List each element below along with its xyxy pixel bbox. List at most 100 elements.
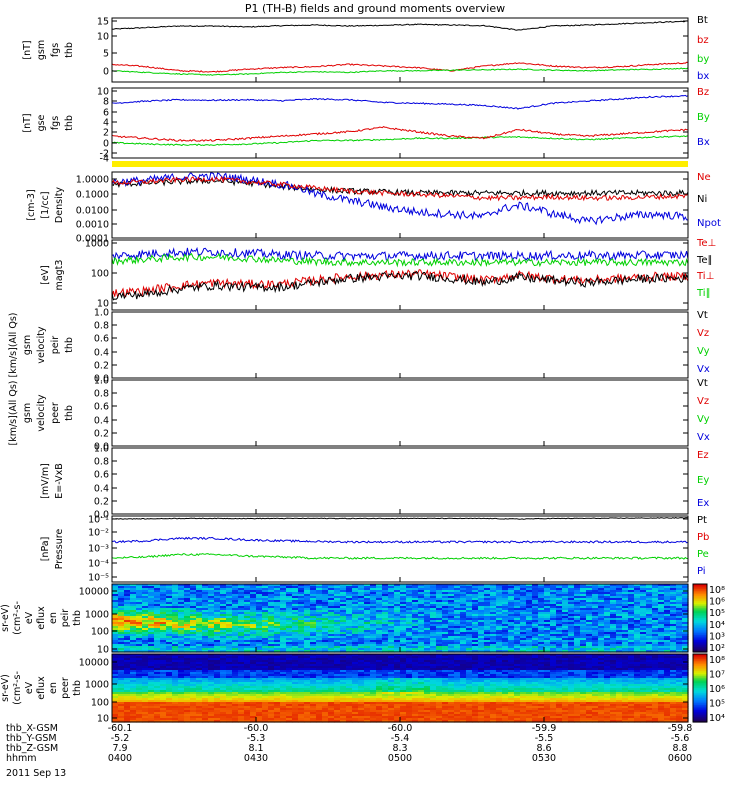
heatmap-cell: [190, 642, 197, 645]
heatmap-cell: [508, 670, 515, 673]
heatmap-cell: [256, 660, 263, 663]
heatmap-cell: [256, 624, 263, 627]
heatmap-cell: [424, 674, 431, 677]
heatmap-cell: [322, 628, 329, 631]
heatmap-cell: [298, 598, 305, 601]
heatmap-cell: [316, 642, 323, 645]
heatmap-cell: [634, 620, 641, 623]
heatmap-cell: [184, 666, 191, 669]
heatmap-cell: [322, 604, 329, 607]
heatmap-cell: [520, 672, 527, 675]
heatmap-cell: [166, 676, 173, 679]
heatmap-cell: [682, 616, 689, 619]
heatmap-cell: [676, 610, 683, 613]
heatmap-cell: [196, 618, 203, 621]
heatmap-cell: [550, 670, 557, 673]
heatmap-cell: [286, 680, 293, 683]
heatmap-cell: [118, 590, 125, 593]
colorbar-segment: [693, 641, 707, 645]
heatmap-cell: [226, 680, 233, 683]
heatmap-cell: [472, 592, 479, 595]
heatmap-cell: [436, 618, 443, 621]
heatmap-cell: [172, 592, 179, 595]
series-pt: [111, 517, 689, 520]
heatmap-cell: [622, 624, 629, 627]
heatmap-cell: [502, 678, 509, 681]
heatmap-cell: [298, 618, 305, 621]
series-pe: [111, 553, 689, 560]
heatmap-cell: [322, 630, 329, 633]
heatmap-cell: [364, 592, 371, 595]
heatmap-cell: [340, 654, 347, 657]
heatmap-cell: [616, 662, 623, 665]
heatmap-cell: [196, 592, 203, 595]
heatmap-cell: [646, 680, 653, 683]
heatmap-cell: [208, 648, 215, 651]
heatmap-cell: [118, 622, 125, 625]
heatmap-cell: [466, 666, 473, 669]
heatmap-cell: [628, 662, 635, 665]
heatmap-cell: [328, 614, 335, 617]
heatmap-cell: [268, 636, 275, 639]
heatmap-cell: [394, 628, 401, 631]
heatmap-cell: [316, 664, 323, 667]
heatmap-cell: [154, 636, 161, 639]
heatmap-cell: [388, 648, 395, 651]
heatmap-cell: [352, 662, 359, 665]
heatmap-cell: [544, 628, 551, 631]
heatmap-cell: [418, 618, 425, 621]
heatmap-cell: [112, 674, 119, 677]
heatmap-cell: [310, 678, 317, 681]
heatmap-cell: [112, 662, 119, 665]
heatmap-cell: [466, 624, 473, 627]
heatmap-cell: [238, 588, 245, 591]
heatmap-cell: [268, 668, 275, 671]
heatmap-cell: [610, 662, 617, 665]
heatmap-cell: [520, 674, 527, 677]
heatmap-cell: [298, 596, 305, 599]
heatmap-cell: [256, 606, 263, 609]
heatmap-cell: [670, 678, 677, 681]
heatmap-cell: [616, 646, 623, 649]
heatmap-cell: [124, 594, 131, 597]
heatmap-cell: [136, 664, 143, 667]
heatmap-cell: [430, 666, 437, 669]
heatmap-cell: [298, 608, 305, 611]
heatmap-cell: [490, 644, 497, 647]
heatmap-cell: [322, 606, 329, 609]
heatmap-cell: [316, 598, 323, 601]
heatmap-cell: [472, 596, 479, 599]
heatmap-cell: [514, 606, 521, 609]
heatmap-cell: [532, 680, 539, 683]
heatmap-cell: [370, 646, 377, 649]
heatmap-cell: [580, 632, 587, 635]
heatmap-cell: [148, 612, 155, 615]
heatmap-cell: [472, 594, 479, 597]
heatmap-cell: [328, 672, 335, 675]
heatmap-cell: [178, 622, 185, 625]
heatmap-cell: [670, 654, 677, 657]
heatmap-cell: [502, 672, 509, 675]
heatmap-cell: [238, 664, 245, 667]
heatmap-cell: [544, 592, 551, 595]
heatmap-cell: [454, 676, 461, 679]
heatmap-cell: [664, 622, 671, 625]
heatmap-cell: [298, 632, 305, 635]
heatmap-cell: [610, 636, 617, 639]
heatmap-cell: [352, 668, 359, 671]
heatmap-cell: [322, 676, 329, 679]
heatmap-cell: [466, 648, 473, 651]
heatmap-cell: [502, 662, 509, 665]
heatmap-cell: [622, 590, 629, 593]
heatmap-cell: [490, 612, 497, 615]
heatmap-cell: [448, 644, 455, 647]
heatmap-cell: [256, 650, 263, 653]
heatmap-cell: [436, 634, 443, 637]
heatmap-cell: [472, 608, 479, 611]
heatmap-cell: [490, 670, 497, 673]
heatmap-cell: [682, 584, 689, 587]
heatmap-cell: [148, 592, 155, 595]
heatmap-cell: [160, 622, 167, 625]
heatmap-cell: [544, 654, 551, 657]
heatmap-cell: [598, 600, 605, 603]
